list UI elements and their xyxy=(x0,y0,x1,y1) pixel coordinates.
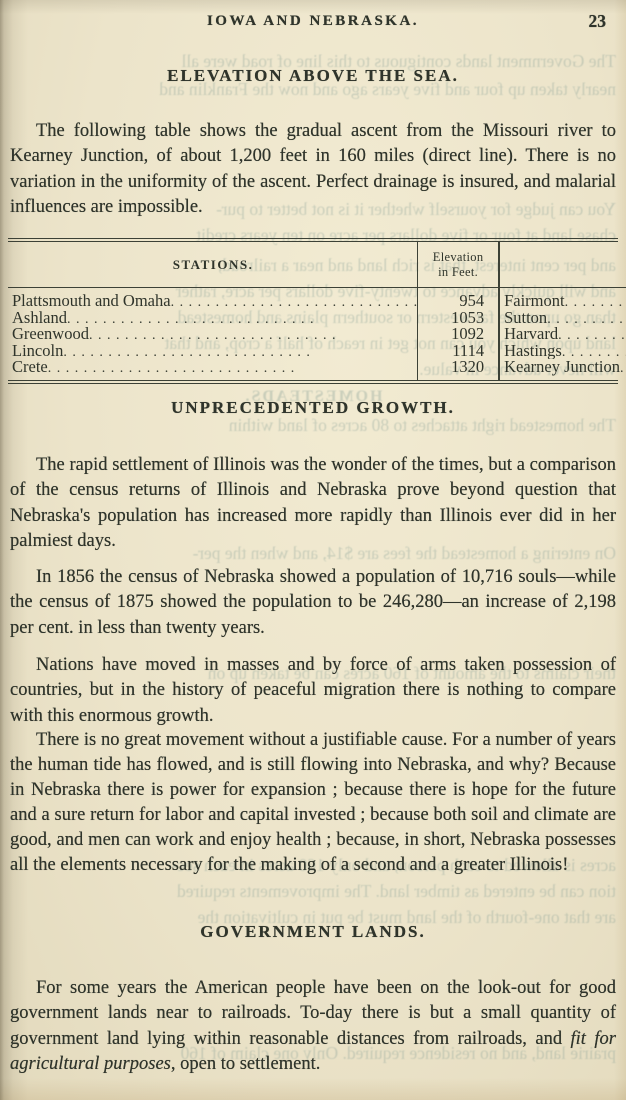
station-name: Harvard xyxy=(504,326,559,343)
dot-leader xyxy=(63,343,418,360)
table-row: Fairmont 1608 xyxy=(500,293,626,310)
paragraph-growth-3: Nations have moved in masses and by forc… xyxy=(10,654,616,726)
table-row: Greenwood 1092 xyxy=(8,326,498,343)
page-number: 23 xyxy=(588,11,607,31)
station-name: Greenwood xyxy=(12,326,89,343)
elevation-value: 1114 xyxy=(452,340,485,360)
dot-leader xyxy=(171,293,419,310)
column-header-stations-left: STATIONS. xyxy=(172,256,254,272)
dot-leader xyxy=(89,326,418,343)
table-header-right: STATIONS. Elevation in Feet. xyxy=(500,242,626,288)
dot-leader xyxy=(67,310,418,327)
elevation-value: 1320 xyxy=(451,357,485,377)
station-name: Hastings xyxy=(504,342,562,360)
station-name: Ashland xyxy=(12,309,67,327)
govt-text-after: , open to settlement. xyxy=(170,1054,321,1074)
elevation-header-line2: in Feet. xyxy=(438,264,479,279)
elevation-value: 954 xyxy=(459,291,485,310)
govt-text-before: For some years the American people have … xyxy=(10,977,616,1049)
station-name: Kearney Junction xyxy=(504,359,620,376)
dot-leader xyxy=(48,359,418,376)
table-center-divider xyxy=(498,242,501,380)
table-rows-right: Fairmont 1608 Sutton 1663 Harvard 1766 xyxy=(500,288,626,380)
elevation-value: 1053 xyxy=(451,307,485,327)
dot-leader xyxy=(562,343,626,360)
elevation-header-line1: Elevation xyxy=(432,250,484,264)
table-row: Ashland 1053 xyxy=(8,307,498,327)
paragraph-growth-2: In 1856 the census of Nebraska showed a … xyxy=(10,566,616,638)
table-row: Hastings 1845 xyxy=(500,343,626,360)
section-heading-growth: UNPRECEDENTED GROWTH. xyxy=(171,398,455,417)
table-row: Harvard 1766 xyxy=(500,326,626,343)
table-header-left: STATIONS. Elevation in Feet. xyxy=(8,242,499,288)
elevation-table-left-half: STATIONS. Elevation in Feet. Plattsmouth… xyxy=(8,242,499,380)
elevation-table-inner: STATIONS. Elevation in Feet. Plattsmouth… xyxy=(8,241,626,381)
govt-text-italic: fit for agricultural purposes xyxy=(10,1028,616,1075)
dot-leader xyxy=(547,310,626,327)
column-header-stations-right: STATIONS. xyxy=(500,242,626,287)
elevation-table-right-half: STATIONS. Elevation in Feet. Fairmont 16… xyxy=(500,242,626,380)
paragraph-elevation-intro: The following table shows the gradual as… xyxy=(10,120,616,218)
table-row: Crete 1320 xyxy=(8,359,498,376)
station-name: Plattsmouth and Omaha xyxy=(12,293,171,310)
paragraph-growth-4: There is no great movement without a jus… xyxy=(10,729,616,875)
paragraph-growth-1: The rapid settlement of Illinois was the… xyxy=(10,454,616,552)
table-rows-left: Plattsmouth and Omaha 954 Ashland 1053 G… xyxy=(8,288,498,380)
elevation-value: 1092 xyxy=(451,324,485,344)
dot-leader xyxy=(565,293,626,310)
section-heading-government-lands: GOVERNMENT LANDS. xyxy=(200,922,426,941)
table-row: Sutton 1663 xyxy=(500,310,626,327)
section-heading-elevation: ELEVATION ABOVE THE SEA. xyxy=(167,66,459,85)
running-head: IOWA AND NEBRASKA. xyxy=(206,13,420,29)
paragraph-government-lands: For some years the American people have … xyxy=(10,976,616,1078)
dot-leader xyxy=(558,326,626,343)
station-name: Crete xyxy=(12,359,48,376)
table-row: Kearney Junction 2114 xyxy=(500,359,626,376)
station-name: Lincoln xyxy=(12,342,64,360)
dot-leader xyxy=(620,359,626,376)
station-name: Sutton xyxy=(504,309,548,327)
station-name: Fairmont xyxy=(504,293,565,310)
table-row: Lincoln 1114 xyxy=(8,340,498,360)
column-header-elevation-left: Elevation in Feet. xyxy=(418,242,498,287)
table-row: Plattsmouth and Omaha 954 xyxy=(8,291,498,310)
elevation-table: STATIONS. Elevation in Feet. Plattsmouth… xyxy=(8,238,626,384)
